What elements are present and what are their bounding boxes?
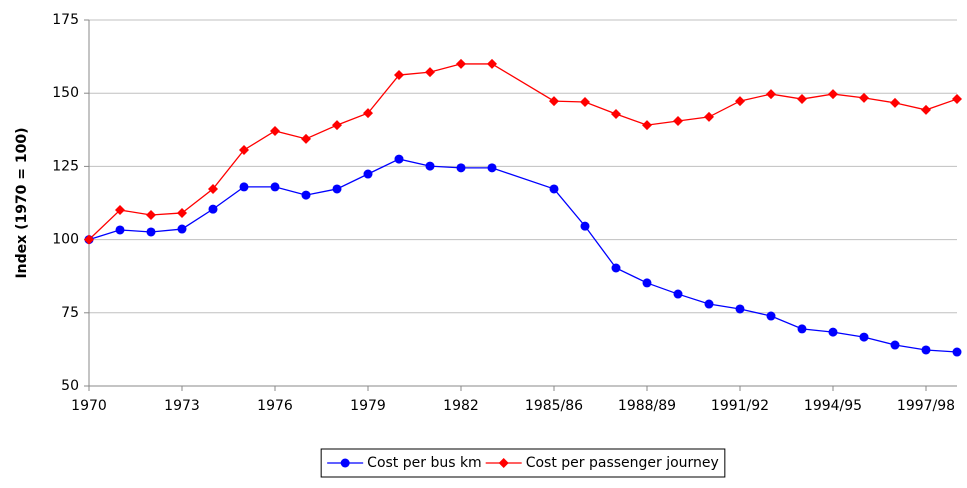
point xyxy=(177,207,187,218)
y-tick-label: 150 xyxy=(52,85,79,101)
point xyxy=(735,96,745,107)
point xyxy=(498,458,509,468)
y-tick-label: 75 xyxy=(61,305,79,321)
x-tick-label: 1991/92 xyxy=(711,398,769,414)
point xyxy=(828,327,838,337)
point xyxy=(146,210,156,221)
point xyxy=(394,154,404,164)
x-tick-label: 1970 xyxy=(71,398,107,414)
x-tick-label: 1994/95 xyxy=(804,398,862,414)
x-tick-label: 1979 xyxy=(350,398,386,414)
point xyxy=(611,108,621,119)
y-tick-label: 175 xyxy=(52,12,79,28)
x-tick-label: 1982 xyxy=(443,398,479,414)
y-tick-label: 125 xyxy=(52,158,79,174)
point xyxy=(704,111,714,122)
point xyxy=(239,145,249,156)
point xyxy=(890,97,900,108)
point xyxy=(952,347,962,357)
point xyxy=(580,221,590,231)
point xyxy=(549,184,559,194)
point xyxy=(797,324,807,334)
point xyxy=(456,163,466,173)
legend: Cost per bus km Cost per passenger journe… xyxy=(320,448,726,478)
point xyxy=(301,190,311,200)
point xyxy=(704,299,714,309)
point xyxy=(859,92,869,103)
point xyxy=(239,182,249,192)
point xyxy=(642,278,652,288)
point xyxy=(890,340,900,350)
point xyxy=(270,125,280,136)
point xyxy=(642,120,652,131)
x-tick-label: 1997/98 xyxy=(897,398,955,414)
point xyxy=(115,205,125,216)
point xyxy=(580,96,590,107)
point xyxy=(673,289,683,299)
point xyxy=(332,120,342,131)
y-axis-label: Index (1970 = 100) xyxy=(14,127,30,278)
point xyxy=(735,304,745,314)
legend-label: Cost per passenger journey xyxy=(526,455,719,471)
point xyxy=(394,70,404,81)
point xyxy=(208,204,218,214)
point xyxy=(549,96,559,107)
legend-box xyxy=(320,448,726,478)
point xyxy=(84,234,94,245)
point xyxy=(363,108,373,119)
series-line xyxy=(88,63,958,241)
point xyxy=(425,161,435,171)
point xyxy=(363,169,373,179)
point xyxy=(766,311,776,321)
point xyxy=(146,227,156,237)
point xyxy=(828,89,838,100)
point xyxy=(921,345,931,355)
point xyxy=(921,104,931,115)
y-tick-label: 100 xyxy=(52,232,79,248)
x-tick-label: 1976 xyxy=(257,398,293,414)
point xyxy=(301,133,311,144)
point xyxy=(952,94,962,105)
x-tick-label: 1988/89 xyxy=(618,398,676,414)
point xyxy=(797,94,807,105)
point xyxy=(487,58,497,69)
series-line xyxy=(88,158,958,353)
point xyxy=(425,67,435,78)
point xyxy=(340,458,350,468)
y-tick-label: 50 xyxy=(61,378,79,394)
point xyxy=(456,58,466,69)
point xyxy=(332,184,342,194)
point xyxy=(859,332,869,342)
point xyxy=(270,182,280,192)
x-tick-label: 1985/86 xyxy=(525,398,583,414)
point xyxy=(766,89,776,100)
x-tick-label: 1973 xyxy=(164,398,200,414)
point xyxy=(115,225,125,235)
point xyxy=(487,163,497,173)
point xyxy=(673,116,683,127)
point xyxy=(208,183,218,194)
legend-label: Cost per bus km xyxy=(367,455,482,471)
point xyxy=(177,224,187,234)
point xyxy=(611,263,621,273)
